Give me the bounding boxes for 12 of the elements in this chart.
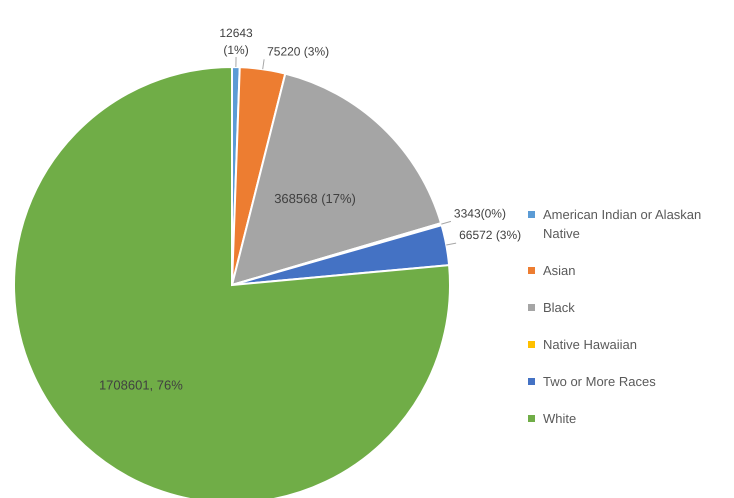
legend-label: Asian xyxy=(543,262,576,280)
legend-label: White xyxy=(543,410,576,428)
data-label: 12643 (1%) xyxy=(219,26,254,58)
data-label: 66572 (3%) xyxy=(459,228,522,242)
data-label: 3343(0%) xyxy=(454,206,506,220)
legend-label: American Indian or Alaskan Native xyxy=(543,206,702,243)
legend-label: Black xyxy=(543,299,575,317)
data-label: 1708601, 76% xyxy=(98,377,184,392)
data-label: 75220 (3%) xyxy=(267,44,330,58)
data-label: 368568 (17%) xyxy=(274,191,356,206)
legend-label: Two or More Races xyxy=(543,373,656,391)
legend-label: Native Hawaiian xyxy=(543,336,637,354)
